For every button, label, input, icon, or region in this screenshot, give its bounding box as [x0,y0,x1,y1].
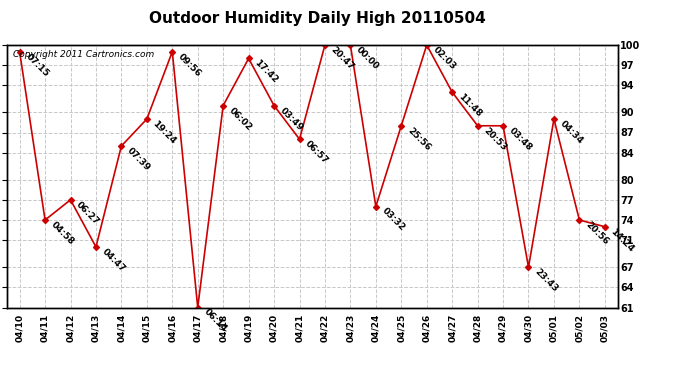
Text: 17:42: 17:42 [253,58,279,85]
Text: 03:48: 03:48 [507,126,534,152]
Text: 03:49: 03:49 [278,106,305,132]
Text: 04:47: 04:47 [100,247,127,274]
Text: 06:02: 06:02 [227,106,254,132]
Text: 20:53: 20:53 [482,126,509,152]
Text: 14:24: 14:24 [609,227,635,254]
Text: 04:34: 04:34 [558,119,585,146]
Text: 00:00: 00:00 [355,45,381,71]
Text: 25:56: 25:56 [406,126,432,152]
Text: 06:27: 06:27 [75,200,101,226]
Text: 20:56: 20:56 [584,220,610,246]
Text: 03:32: 03:32 [380,207,406,233]
Text: Outdoor Humidity Daily High 20110504: Outdoor Humidity Daily High 20110504 [149,11,486,26]
Text: 06:57: 06:57 [304,139,331,166]
Text: 09:56: 09:56 [177,52,203,78]
Text: 07:39: 07:39 [126,146,152,172]
Text: 20:47: 20:47 [329,45,356,72]
Text: Copyright 2011 Cartronics.com: Copyright 2011 Cartronics.com [13,50,155,59]
Text: 04:58: 04:58 [49,220,76,247]
Text: 07:15: 07:15 [23,52,50,78]
Text: 06:14: 06:14 [202,308,228,334]
Text: 19:24: 19:24 [151,119,178,146]
Text: 11:48: 11:48 [456,92,483,119]
Text: 02:03: 02:03 [431,45,457,71]
Text: 23:43: 23:43 [533,267,560,294]
